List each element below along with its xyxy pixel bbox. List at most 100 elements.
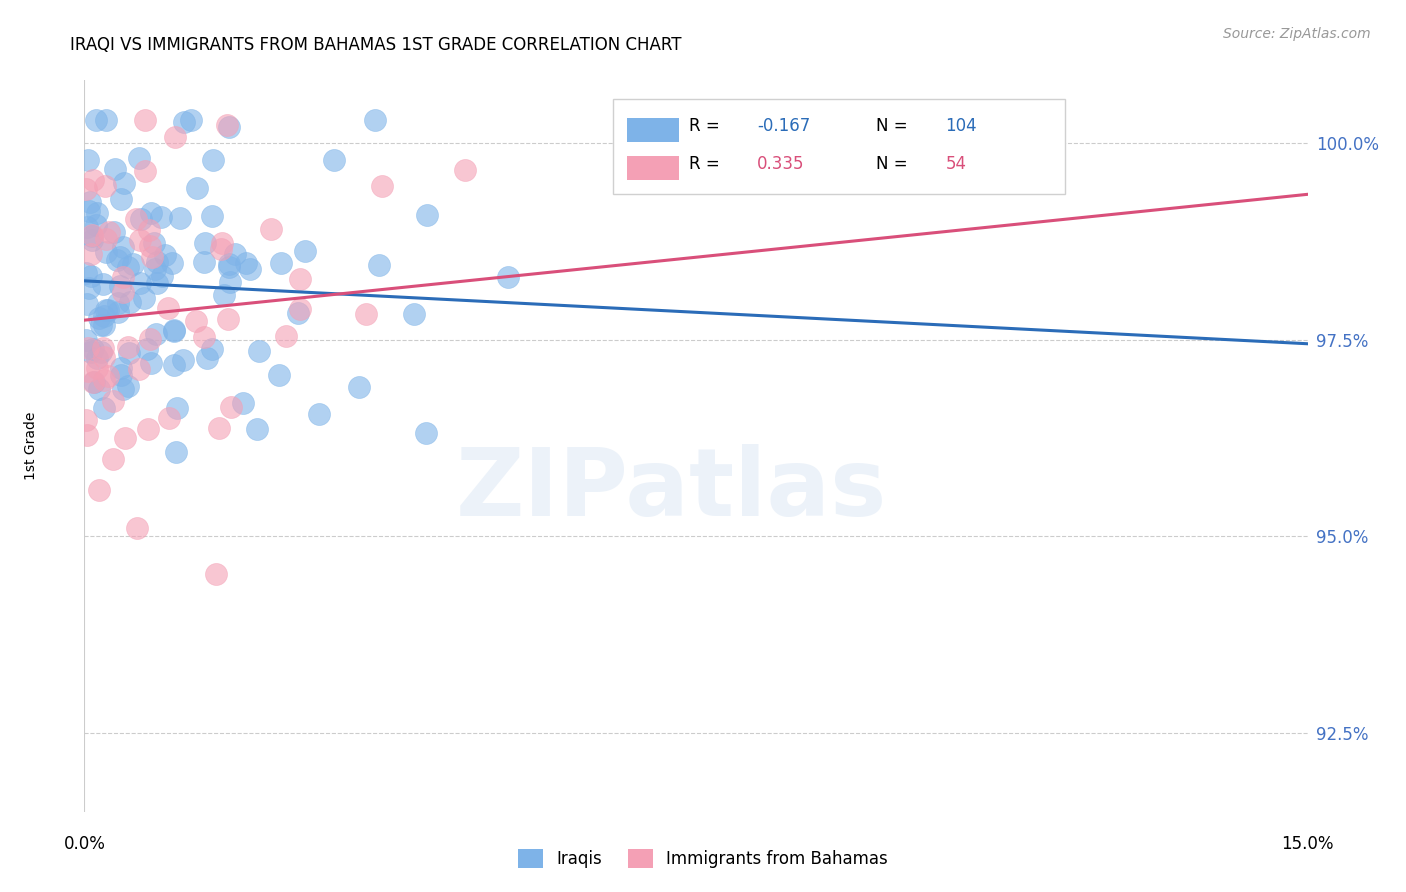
Point: [166, 401, 188, 415]
Point: [454, 162, 477, 177]
Text: Source: ZipAtlas.com: Source: ZipAtlas.com: [1223, 27, 1371, 41]
Point: [142, 235, 165, 250]
Point: [219, 276, 242, 290]
Point: [82, 375, 104, 389]
Point: [368, 258, 391, 272]
Point: [103, 225, 125, 239]
Point: [86, 218, 108, 232]
Text: 104: 104: [945, 118, 977, 136]
Point: [139, 239, 162, 253]
Text: 0.0%: 0.0%: [63, 835, 105, 854]
Point: [84, 112, 107, 127]
Point: [371, 179, 394, 194]
Text: 0.335: 0.335: [758, 155, 804, 173]
Point: [215, 118, 238, 132]
Point: [141, 250, 163, 264]
Point: [267, 368, 290, 383]
FancyBboxPatch shape: [627, 156, 679, 180]
Point: [195, 351, 218, 365]
Point: [193, 254, 215, 268]
Point: [76, 297, 98, 311]
Point: [364, 112, 387, 127]
Point: [205, 566, 228, 581]
Point: [162, 358, 184, 372]
Point: [211, 235, 233, 250]
Point: [89, 382, 111, 396]
Text: R =: R =: [689, 155, 720, 173]
Text: -0.167: -0.167: [758, 118, 810, 136]
Point: [90, 318, 112, 332]
Point: [111, 270, 134, 285]
Point: [117, 379, 139, 393]
Point: [163, 324, 186, 338]
Point: [111, 382, 134, 396]
Point: [128, 277, 150, 291]
Point: [104, 162, 127, 177]
Point: [77, 203, 100, 218]
Point: [153, 248, 176, 262]
Text: N =: N =: [876, 155, 907, 173]
Point: [80, 233, 103, 247]
Point: [96, 112, 118, 127]
Point: [91, 277, 114, 291]
Point: [139, 332, 162, 346]
Point: [94, 244, 117, 259]
Point: [108, 278, 131, 293]
Point: [498, 269, 520, 284]
Point: [246, 422, 269, 436]
Point: [129, 233, 152, 247]
Text: 1st Grade: 1st Grade: [24, 412, 38, 480]
Text: IRAQI VS IMMIGRANTS FROM BAHAMAS 1ST GRADE CORRELATION CHART: IRAQI VS IMMIGRANTS FROM BAHAMAS 1ST GRA…: [70, 36, 682, 54]
Point: [201, 209, 224, 223]
Point: [180, 112, 202, 127]
Point: [146, 255, 169, 269]
Point: [111, 240, 134, 254]
Point: [91, 342, 114, 356]
Point: [86, 206, 108, 220]
Point: [217, 312, 239, 326]
Point: [232, 396, 254, 410]
Point: [224, 246, 246, 260]
Point: [117, 260, 139, 274]
Point: [129, 211, 152, 226]
FancyBboxPatch shape: [613, 99, 1066, 194]
Point: [235, 256, 257, 270]
Point: [94, 179, 117, 194]
Point: [94, 302, 117, 317]
Point: [110, 361, 132, 376]
Point: [124, 212, 146, 227]
Point: [101, 393, 124, 408]
Point: [354, 307, 377, 321]
Point: [93, 350, 115, 364]
Point: [415, 425, 437, 440]
Point: [76, 342, 98, 356]
Point: [87, 310, 110, 325]
FancyBboxPatch shape: [627, 119, 679, 142]
Point: [110, 368, 132, 383]
Point: [193, 329, 215, 343]
Point: [308, 407, 330, 421]
Point: [218, 120, 240, 134]
Point: [97, 368, 120, 383]
Point: [138, 223, 160, 237]
Point: [322, 153, 344, 167]
Point: [288, 301, 311, 316]
Point: [218, 260, 240, 274]
Point: [139, 205, 162, 219]
Point: [134, 112, 156, 127]
Point: [107, 305, 129, 319]
Point: [186, 313, 208, 327]
Point: [93, 309, 115, 323]
Text: 54: 54: [945, 155, 966, 173]
Point: [118, 345, 141, 359]
Point: [93, 373, 115, 387]
Point: [76, 427, 98, 442]
Point: [347, 380, 370, 394]
Point: [173, 115, 195, 129]
Point: [239, 262, 262, 277]
Point: [107, 296, 129, 310]
Point: [111, 285, 134, 300]
Point: [80, 229, 103, 244]
Point: [79, 194, 101, 209]
Point: [76, 219, 98, 234]
